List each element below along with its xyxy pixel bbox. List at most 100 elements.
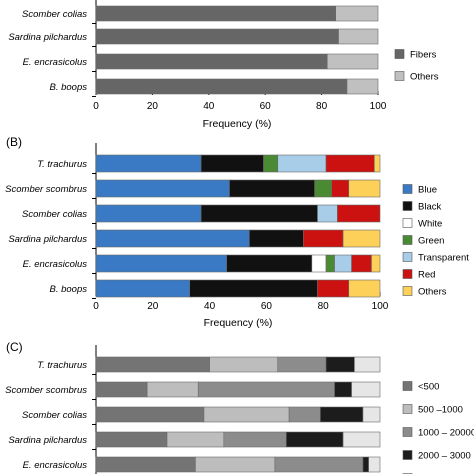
bar-segment [334,254,352,273]
panel-a: 0 20 40 60 80 100 Frequency (%) Scomber colias S… [8,0,439,130]
bar-segment [95,356,210,373]
category-label: T. trachurus [37,360,87,371]
bar-segment [263,154,279,173]
legend-label: 500 –1000 [418,405,463,416]
bar-segment [354,356,381,373]
bar-segment [317,204,338,223]
legend-label: Transparent [418,253,469,264]
legend-swatch [394,71,405,81]
category-label: E. encrasicolus [23,57,88,68]
bar-segment [348,179,381,198]
x-tick-label: 60 [260,101,272,112]
bar-segment [146,381,199,398]
legend-swatch [402,286,413,296]
bar-segment [331,179,350,198]
bar-segment [95,78,348,95]
bar-segment [95,179,230,198]
bar-segment [195,456,276,473]
panel-label: (C) [6,340,23,354]
bar-segment [95,28,339,45]
bar-segment [374,154,381,173]
bar-segment [325,154,375,173]
bar-segment [277,356,327,373]
x-axis-title: Frequency (%) [203,118,272,130]
category-label: Sardina pilchardus [8,435,87,446]
category-label: Sardina pilchardus [8,234,87,245]
bar-segment [371,254,381,273]
category-label: Sardina pilchardus [8,32,87,43]
legend-label: Others [410,72,439,83]
bar-segment [229,179,315,198]
bar-segment [197,381,335,398]
legend-swatch [402,404,413,414]
category-label: E. encrasicolus [23,259,88,270]
category-label: Scomber colias [22,9,87,20]
legend-swatch [402,450,413,460]
legend-label: Fibers [410,50,437,61]
legend-label: 2000 – 3000 [418,451,471,462]
bar-segment [348,279,381,298]
bar-segment [362,456,369,473]
panel-c: (C) T. trachurus Scomber scombrus Scomber c… [5,340,474,474]
legend-swatch [402,381,413,391]
category-label: Scomber scombrus [5,385,87,396]
panel-b: (B) 0 20 40 60 80 100 Frequency (%) T. trachurus… [5,135,469,329]
x-axis-title: Frequency (%) [204,317,273,329]
legend-label: 1000 – 20000 [418,428,474,439]
bar-segment [95,229,250,248]
category-label: E. encrasicolus [23,460,88,471]
bar-segment [338,28,379,45]
category-label: B. boops [50,82,88,93]
legend-label: Red [418,270,435,281]
category-label: Scomber colias [22,209,87,220]
bar-segment [226,254,313,273]
bar-segment [209,356,279,373]
legend-label: Green [418,236,444,247]
bar-segment [311,254,327,273]
bar-segment [223,431,287,448]
bar-segment [342,229,381,248]
bar-segment [249,229,304,248]
bar-segment [351,381,381,398]
bar-segment [95,431,168,448]
bar-segment [277,154,327,173]
category-label: T. trachurus [37,159,87,170]
bar-segment [285,431,344,448]
bar-segment [351,254,372,273]
x-tick-label: 0 [93,301,99,312]
bar-segment [95,254,227,273]
x-tick-label: 40 [204,301,216,312]
bar-segment [303,229,344,248]
bar-segment [189,279,318,298]
legend-swatch [402,252,413,262]
bar-segment [337,204,381,223]
bar-segment [325,254,335,273]
category-label: Scomber scombrus [5,184,87,195]
legend-swatch [394,49,405,59]
bar-segment [368,456,381,473]
legend-label: Others [418,287,447,298]
bar-segment [95,204,202,223]
legend-swatch [402,184,413,194]
x-tick-label: 20 [147,301,159,312]
x-tick-label: 80 [316,101,328,112]
bar-segment [325,356,355,373]
bar-segment [95,5,336,22]
bar-segment [95,381,148,398]
bar-segment [95,456,196,473]
category-label: Scomber colias [22,410,87,421]
x-tick-label: 20 [147,101,159,112]
bar-segment [362,406,381,423]
bar-segment [200,204,318,223]
bar-segment [346,78,379,95]
bar-segment [166,431,225,448]
legend-swatch [402,427,413,437]
bar-segment [95,279,191,298]
legend-swatch [402,201,413,211]
x-tick-label: 80 [318,301,330,312]
bar-segment [334,381,352,398]
legend-swatch [402,218,413,228]
legend-swatch [402,235,413,245]
bar-segment [342,431,381,448]
